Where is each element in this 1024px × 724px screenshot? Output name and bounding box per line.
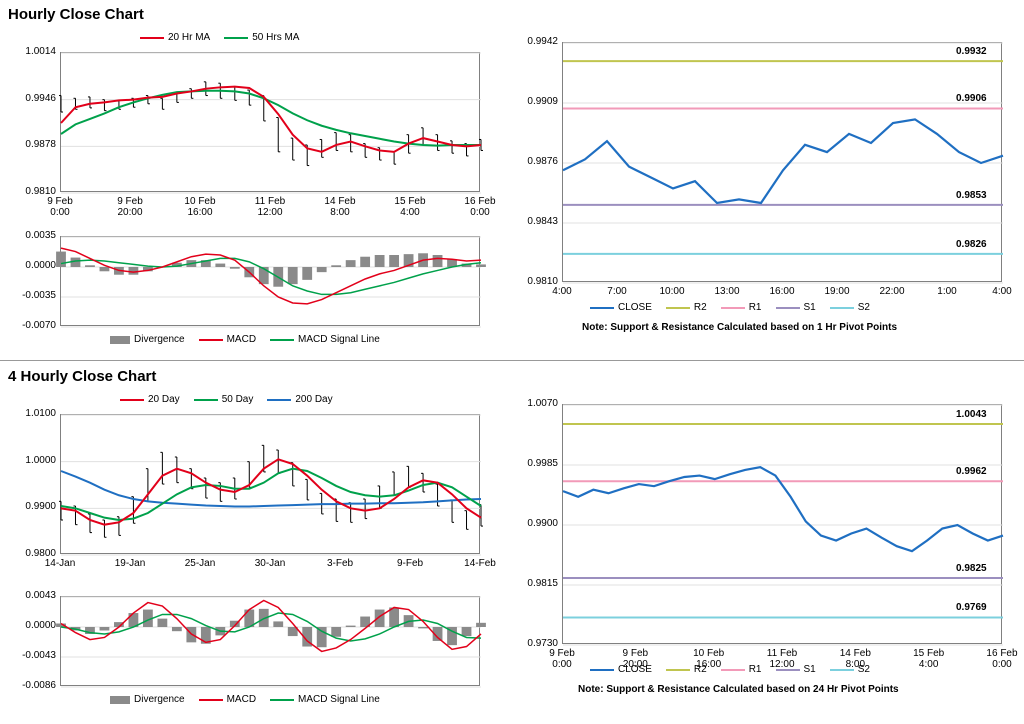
legend-item: MACD Signal Line <box>270 334 380 345</box>
xtick: 16:00 <box>754 286 810 297</box>
legend-item: CLOSE <box>590 302 652 313</box>
legend-item: 20 Hr MA <box>140 32 210 43</box>
sr-value-s2: 0.9826 <box>956 239 987 250</box>
four-hourly-title: 4 Hourly Close Chart <box>8 368 156 385</box>
ytick: -0.0086 <box>22 680 56 691</box>
sr-value-s2: 0.9769 <box>956 602 987 613</box>
legend-item: 50 Hrs MA <box>224 32 299 43</box>
ytick: 1.0000 <box>25 455 56 466</box>
ytick: 1.0100 <box>25 408 56 419</box>
sr-value-r2: 1.0043 <box>956 409 987 420</box>
xtick: 14 Feb8:00 <box>312 196 368 218</box>
fh-sr-note: Note: Support & Resistance Calculated ba… <box>578 684 899 695</box>
fh-price-chart <box>60 414 480 554</box>
legend-item: R1 <box>721 302 762 313</box>
fh-price-legend: 20 Day 50 Day 200 Day <box>120 394 333 405</box>
ytick: 0.9878 <box>25 139 56 150</box>
xtick: 4:00 <box>534 286 590 297</box>
xtick: 3-Feb <box>312 558 368 569</box>
ytick: 0.9942 <box>527 36 558 47</box>
ytick: 1.0014 <box>25 46 56 57</box>
xtick: 15 Feb4:00 <box>382 196 438 218</box>
legend-item: MACD <box>199 334 256 345</box>
sr-value-r1: 0.9962 <box>956 466 987 477</box>
sr-value-r1: 0.9906 <box>956 93 987 104</box>
xtick: 16 Feb0:00 <box>452 196 508 218</box>
hourly-title: Hourly Close Chart <box>8 6 144 23</box>
ytick: 0.0000 <box>25 260 56 271</box>
xtick: 1:00 <box>919 286 975 297</box>
legend-item: S1 <box>776 664 816 675</box>
divider <box>0 360 1024 361</box>
xtick: 9 Feb0:00 <box>32 196 88 218</box>
hourly-macd-legend: Divergence MACD MACD Signal Line <box>110 334 380 345</box>
xtick: 10 Feb16:00 <box>172 196 228 218</box>
legend-item: MACD Signal Line <box>270 694 380 705</box>
legend-item: 50 Day <box>194 394 254 405</box>
legend-item: R2 <box>666 302 707 313</box>
xtick: 10:00 <box>644 286 700 297</box>
fh-macd-chart <box>60 596 480 686</box>
hourly-sr-chart <box>562 42 1002 282</box>
hourly-price-chart <box>60 52 480 192</box>
ytick: 0.0043 <box>25 590 56 601</box>
xtick: 30-Jan <box>242 558 298 569</box>
ytick: 0.9843 <box>527 216 558 227</box>
xtick: 15 Feb4:00 <box>901 648 957 670</box>
legend-item: MACD <box>199 694 256 705</box>
sr-value-s1: 0.9853 <box>956 190 987 201</box>
ytick: 0.9876 <box>527 156 558 167</box>
ytick: 0.0035 <box>25 230 56 241</box>
hourly-sr-note: Note: Support & Resistance Calculated ba… <box>582 322 897 333</box>
ytick: -0.0035 <box>22 290 56 301</box>
xtick: 14-Feb <box>452 558 508 569</box>
ytick: 0.9900 <box>527 518 558 529</box>
ytick: -0.0070 <box>22 320 56 331</box>
sr-value-s1: 0.9825 <box>956 563 987 574</box>
ytick: 0.9815 <box>527 578 558 589</box>
xtick: 11 Feb12:00 <box>242 196 298 218</box>
ytick: 1.0070 <box>527 398 558 409</box>
xtick: 22:00 <box>864 286 920 297</box>
hourly-price-legend: 20 Hr MA 50 Hrs MA <box>140 32 299 43</box>
fh-sr-legend: CLOSE R2 R1 S1 S2 <box>590 664 870 675</box>
ytick: 0.9946 <box>25 93 56 104</box>
ytick: 0.0000 <box>25 620 56 631</box>
xtick: 9 Feb20:00 <box>102 196 158 218</box>
legend-item: R1 <box>721 664 762 675</box>
fh-macd-legend: Divergence MACD MACD Signal Line <box>110 694 380 705</box>
legend-item: 200 Day <box>267 394 332 405</box>
ytick: -0.0043 <box>22 650 56 661</box>
xtick: 14-Jan <box>32 558 88 569</box>
xtick: 19:00 <box>809 286 865 297</box>
ytick: 0.9900 <box>25 501 56 512</box>
xtick: 19-Jan <box>102 558 158 569</box>
ytick: 0.9985 <box>527 458 558 469</box>
legend-item: CLOSE <box>590 664 652 675</box>
xtick: 4:00 <box>974 286 1024 297</box>
xtick: 25-Jan <box>172 558 228 569</box>
xtick: 16 Feb0:00 <box>974 648 1024 670</box>
xtick: 9 Feb0:00 <box>534 648 590 670</box>
legend-item: Divergence <box>110 694 185 705</box>
legend-item: S1 <box>776 302 816 313</box>
sr-value-r2: 0.9932 <box>956 46 987 57</box>
hourly-macd-chart <box>60 236 480 326</box>
legend-item: Divergence <box>110 334 185 345</box>
legend-item: 20 Day <box>120 394 180 405</box>
legend-item: R2 <box>666 664 707 675</box>
hourly-sr-legend: CLOSE R2 R1 S1 S2 <box>590 302 870 313</box>
fh-sr-chart <box>562 404 1002 644</box>
ytick: 0.9909 <box>527 96 558 107</box>
legend-item: S2 <box>830 302 870 313</box>
xtick: 9-Feb <box>382 558 438 569</box>
xtick: 13:00 <box>699 286 755 297</box>
legend-item: S2 <box>830 664 870 675</box>
xtick: 7:00 <box>589 286 645 297</box>
